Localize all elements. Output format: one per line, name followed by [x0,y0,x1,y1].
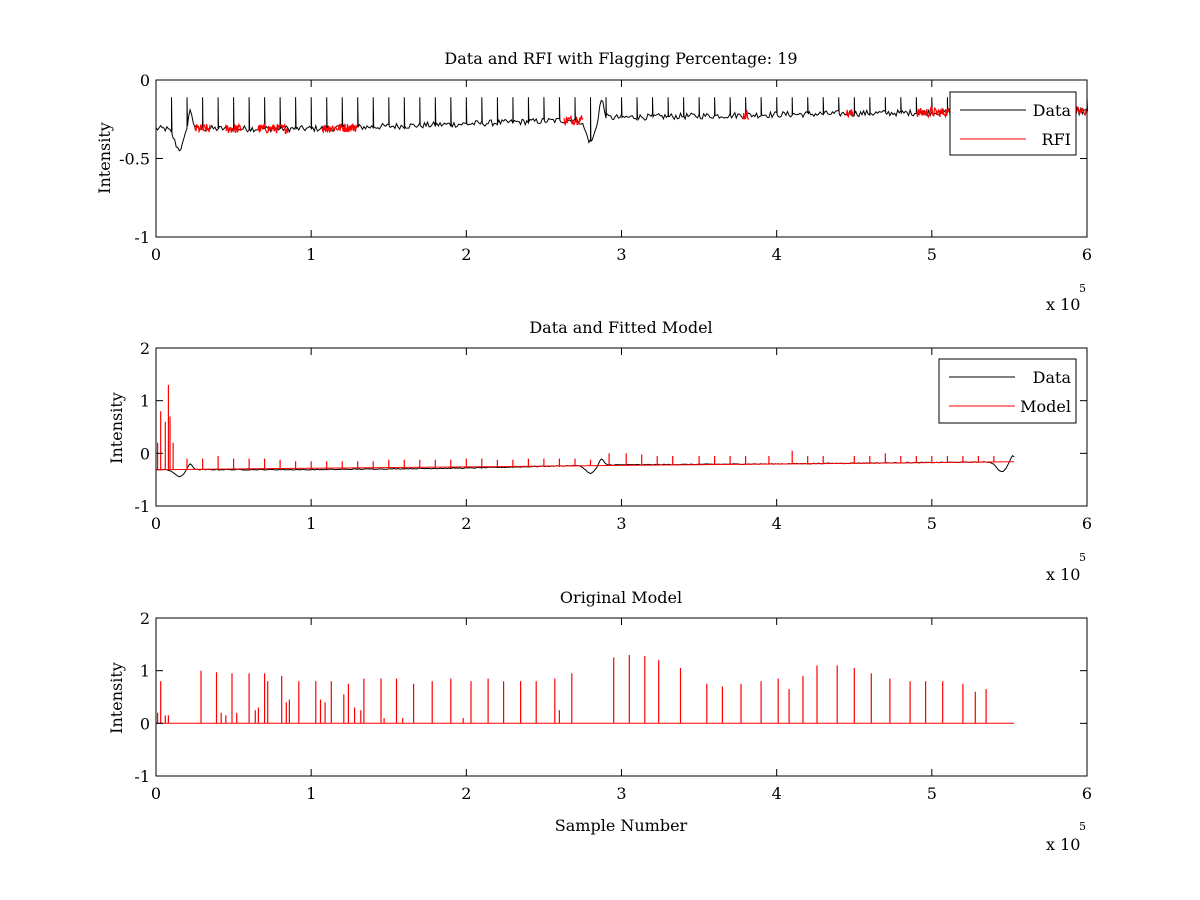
panel-3-ytick-label-2: 1 [140,662,150,681]
panel-2-legend-box [938,358,1077,424]
panel-1-rfi-segment-6 [741,109,750,121]
panel-1-rfi-segment-2 [225,122,242,134]
panel-3-title: Original Model [560,588,682,607]
panel-3-plot-background [156,618,1087,776]
panel-3-ytick-label-0: -1 [134,767,150,786]
panel-1-ytick-label-1: -0.5 [119,150,150,169]
panel-2-x-multiplier-exponent: 5 [1079,551,1086,564]
panel-3-xtick-label-3: 3 [616,784,626,803]
panel-1-xtick-label-0: 0 [151,245,161,264]
panel-1-rfi-segment-1 [194,123,211,134]
panel-2-ytick-label-1: 0 [140,444,150,463]
panel-1: Data and RFI with Flagging Percentage: 1… [95,49,1092,314]
panel-1-x-multiplier: x 10 [1046,295,1080,314]
panel-1-xtick-label-4: 4 [772,245,782,264]
panel-1-rfi-segment-4 [321,123,358,134]
panel-1-xtick-label-1: 1 [306,245,316,264]
panel-2-ytick-label-0: -1 [134,497,150,516]
panel-3-ytick-label-1: 0 [140,714,150,733]
panel-1-ytick-label-2: 0 [140,71,150,90]
panel-2-legend: Data Model [938,358,1077,424]
panel-2-xtick-label-0: 0 [151,514,161,533]
panel-3-x-multiplier: x 10 [1046,835,1080,854]
panel-2: Data and Fitted Model Intensity x 10 5 0… [107,318,1092,584]
panel-1-xtick-label-5: 5 [927,245,937,264]
panel-3-xtick-label-5: 5 [927,784,937,803]
panel-2-ylabel: Intensity [107,392,126,464]
panel-1-rfi-segment-7 [845,109,855,119]
panel-2-xtick-label-1: 1 [306,514,316,533]
panel-2-legend-label-1: Data [1033,368,1072,387]
panel-2-x-multiplier: x 10 [1046,565,1080,584]
panel-1-legend: Data RFI [949,91,1077,156]
panel-2-title: Data and Fitted Model [529,318,712,337]
panel-2-xtick-label-3: 3 [616,514,626,533]
panel-1-legend-label-2: RFI [1042,130,1071,149]
panel-1-xtick-label-2: 2 [461,245,471,264]
panel-1-rfi-segment-5 [563,114,584,126]
panel-2-model-baseline [155,461,1015,471]
panel-3-xtick-label-1: 1 [306,784,316,803]
panel-3-xlabel: Sample Number [555,816,688,835]
panel-1-legend-label-1: Data [1033,101,1072,120]
panel-1-xtick-label-3: 3 [616,245,626,264]
panel-2-plot-background [156,348,1087,506]
panel-2-xtick-label-4: 4 [772,514,782,533]
panel-3-x-multiplier-exponent: 5 [1079,820,1086,833]
panel-1-title: Data and RFI with Flagging Percentage: 1… [444,49,797,68]
panel-3-ytick-label-3: 2 [140,609,150,628]
panel-1-plot-area: 0 1 2 3 4 5 6 -1 -0.5 0 [119,71,1092,264]
panel-2-legend-label-2: Model [1020,397,1071,416]
panel-1-xtick-label-6: 6 [1082,245,1092,264]
panel-3-xtick-label-4: 4 [772,784,782,803]
panel-3-xtick-label-2: 2 [461,784,471,803]
panel-1-ytick-label-0: -1 [134,228,150,247]
panel-2-xtick-label-6: 6 [1082,514,1092,533]
panel-3: Original Model Intensity Sample Number x… [107,588,1092,854]
panel-2-xtick-label-2: 2 [461,514,471,533]
panel-2-xtick-label-5: 5 [927,514,937,533]
panel-3-xtick-label-6: 6 [1082,784,1092,803]
panel-2-ytick-label-2: 1 [140,392,150,411]
panel-1-ylabel: Intensity [95,122,114,194]
panel-1-rfi-segment-3 [256,122,289,135]
panel-3-xtick-label-0: 0 [151,784,161,803]
panel-1-legend-box [949,91,1077,156]
panel-2-ytick-label-3: 2 [140,339,150,358]
panel-1-x-multiplier-exponent: 5 [1079,282,1086,295]
panel-3-ylabel: Intensity [107,662,126,734]
